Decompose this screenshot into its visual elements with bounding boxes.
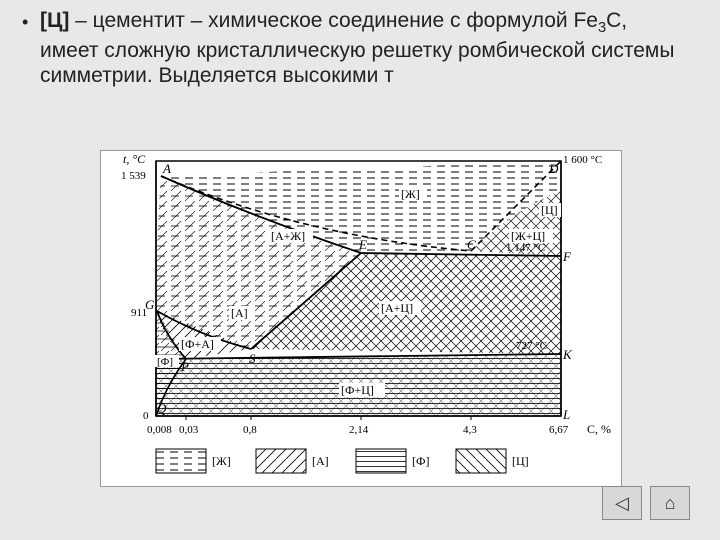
formula-subscript: 3 xyxy=(598,20,606,36)
pt-A: A xyxy=(162,161,171,176)
back-button[interactable]: ◁ xyxy=(602,486,642,520)
pt-K: K xyxy=(562,347,573,362)
phase-diagram: t, °C C, % 1 600 °C 1 539 1 147 °C 911 7… xyxy=(100,150,622,487)
region-f: [Ф] xyxy=(157,356,173,368)
region-fa: [Ф+А] xyxy=(181,337,214,351)
pt-D: D xyxy=(548,161,559,176)
term-label: [Ц] xyxy=(40,9,69,32)
region-azh: [А+Ж] xyxy=(271,229,305,243)
xtick-667: 6,67 xyxy=(549,424,569,436)
xtick-0008: 0,008 xyxy=(147,424,172,436)
region-ats: [А+Ц] xyxy=(381,301,413,315)
pt-G: G xyxy=(145,297,155,312)
legend: [Ж] [А] [Ф] [Ц] xyxy=(156,449,529,473)
pt-C: C xyxy=(467,237,476,252)
xtick-43: 4,3 xyxy=(463,424,477,436)
xtick-003: 0,03 xyxy=(179,424,199,436)
ytick-1539: 1 539 xyxy=(121,170,146,182)
pt-P: P xyxy=(180,359,189,374)
region-a: [А] xyxy=(231,306,248,320)
nav-buttons: ◁ ⌂ xyxy=(602,486,690,520)
x-axis-label: C, % xyxy=(587,422,611,436)
legend-f: [Ф] xyxy=(412,454,429,468)
home-button[interactable]: ⌂ xyxy=(650,486,690,520)
ytick-1600: 1 600 °C xyxy=(563,154,602,166)
legend-zh: [Ж] xyxy=(212,454,231,468)
xtick-08: 0,8 xyxy=(243,424,257,436)
ytick-0: 0 xyxy=(143,410,149,422)
legend-a: [А] xyxy=(312,454,329,468)
ytick-727: 727 °C xyxy=(516,340,547,352)
pt-F: F xyxy=(562,249,572,264)
bullet-marker: • xyxy=(22,12,28,33)
pt-L: L xyxy=(562,407,570,422)
region-zhts: [Ж+Ц] xyxy=(511,229,545,243)
slide-text: [Ц] – цементит – химическое соединение с… xyxy=(40,8,690,88)
region-zh: [Ж] xyxy=(401,187,420,201)
legend-ts: [Ц] xyxy=(512,454,529,468)
pt-S: S xyxy=(249,351,256,366)
body-text-1: – цементит – химическое соединение с фор… xyxy=(69,9,598,32)
y-axis-label: t, °C xyxy=(123,152,146,166)
ytick-1147: 1 147 °C xyxy=(506,242,545,254)
pt-Q: Q xyxy=(157,401,167,416)
pt-E: E xyxy=(358,237,367,252)
xtick-214: 2,14 xyxy=(349,424,369,436)
region-fts: [Ф+Ц] xyxy=(341,383,374,397)
region-ts: [Ц] xyxy=(541,203,558,217)
